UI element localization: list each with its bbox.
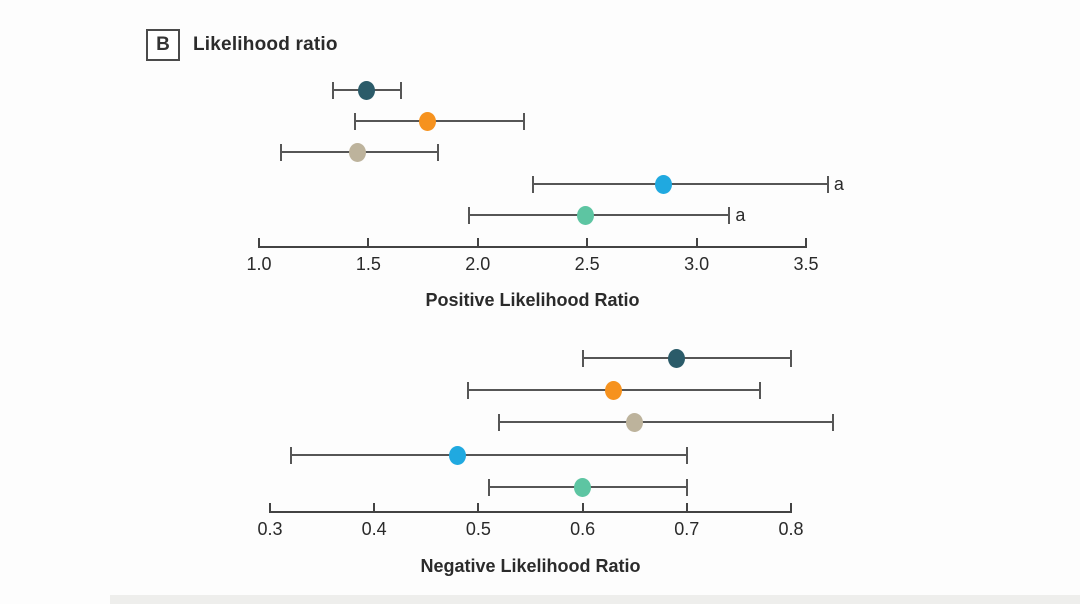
x-axis-tick-label: 0.7 [674,519,700,539]
x-axis-tick-label: 3.0 [684,254,710,274]
ci-cap-right [831,414,834,431]
footer-strip [110,595,1080,604]
x-axis-tick [586,238,589,246]
ci-cap-left [354,113,357,130]
x-axis-tick [367,238,370,246]
footnote-marker: a [833,174,844,194]
panel-label-badge: B [146,29,180,61]
x-axis-tick-label: 1.5 [355,254,381,274]
point-dot [576,205,594,225]
x-axis-tick [477,503,480,511]
footnote-marker: a [735,205,746,225]
point-dot [667,348,685,368]
ci-cap-right [400,82,403,99]
x-axis-tick-label: 0.5 [465,519,491,539]
point-dot [357,80,375,100]
x-axis-tick [258,238,260,246]
point-dot [626,412,644,432]
x-axis-tick-label: 3.5 [793,254,819,274]
point-dot [449,445,467,465]
ci-cap-left [468,207,471,224]
x-axis-tick [269,503,271,511]
x-axis-tick-label: 0.6 [570,519,596,539]
x-axis-tick-label: 1.0 [246,254,272,274]
point-dot [348,142,366,162]
point-dot [574,477,592,497]
ci-cap-right [437,144,440,161]
ci-cap-right [826,176,829,193]
x-axis-tick [685,503,688,511]
point-dot [418,111,436,131]
point-dot [655,174,673,194]
ci-line [290,454,687,456]
ci-cap-right [685,479,688,496]
ci-line [469,214,730,216]
ci-cap-right [758,382,761,399]
panel-header: B Likelihood ratio [146,29,338,61]
ci-line [532,183,828,185]
x-axis-tick [790,503,792,511]
ci-cap-left [498,414,501,431]
ci-cap-left [289,447,292,464]
x-axis-tick [695,238,698,246]
ci-cap-left [466,382,469,399]
x-axis-title: Negative Likelihood Ratio [420,556,641,576]
x-axis-line [258,246,807,248]
x-axis-tick-label: 0.3 [257,519,283,539]
ci-cap-right [685,447,688,464]
ci-cap-right [728,207,731,224]
ci-cap-left [531,176,534,193]
x-axis-tick [581,503,584,511]
ci-cap-left [487,479,490,496]
ci-cap-right [790,350,792,367]
x-axis-tick [373,503,376,511]
x-axis-tick [476,238,479,246]
ci-line [355,120,524,122]
x-axis-line [269,511,792,513]
ci-cap-left [581,350,584,367]
ci-cap-left [332,82,335,99]
x-axis-tick [805,238,807,246]
x-axis-tick-label: 0.8 [778,519,804,539]
x-axis-tick-label: 2.5 [574,254,600,274]
x-axis-tick-label: 0.4 [361,519,387,539]
ci-cap-right [522,113,525,130]
x-axis-tick-label: 2.0 [465,254,491,274]
point-dot [605,380,623,400]
ci-line [499,421,833,423]
ci-line [582,357,791,359]
panel-title: Likelihood ratio [193,34,338,55]
x-axis-title: Positive Likelihood Ratio [425,290,640,310]
ci-cap-left [279,144,282,161]
